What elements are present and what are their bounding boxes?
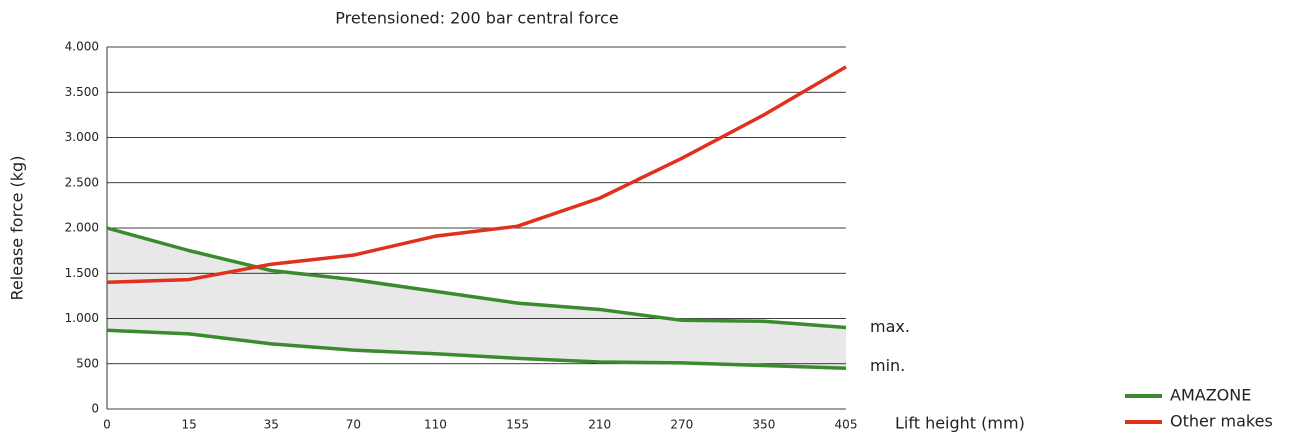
line <box>106 328 847 371</box>
y-tick-label: 0 <box>91 402 99 416</box>
x-tick-label: 405 <box>835 418 858 432</box>
y-tick-label: 1.000 <box>65 311 99 325</box>
y-tick-label: 2.500 <box>65 175 99 189</box>
x-tick-label: 210 <box>588 418 611 432</box>
x-tick-label: 155 <box>506 418 529 432</box>
x-tick-label: 0 <box>103 418 111 432</box>
legend-label: AMAZONE <box>1170 386 1251 405</box>
x-tick-label: 270 <box>670 418 693 432</box>
y-tick-label: 500 <box>76 356 99 370</box>
x-tick-label: 70 <box>346 418 361 432</box>
line <box>106 226 847 330</box>
min-label: min. <box>870 356 905 375</box>
y-tick-label: 4.000 <box>65 40 99 54</box>
line <box>106 65 847 285</box>
max-label: max. <box>870 317 910 336</box>
chart-title: Pretensioned: 200 bar central force <box>335 9 618 28</box>
y-tick-label: 3.000 <box>65 130 99 144</box>
x-tick-label: 110 <box>424 418 447 432</box>
x-tick-label: 35 <box>264 418 279 432</box>
y-tick-label: 1.500 <box>65 266 99 280</box>
x-tick-label: 15 <box>181 418 196 432</box>
x-tick-label: 350 <box>752 418 775 432</box>
legend-label: Other makes <box>1170 412 1273 431</box>
y-tick-label: 2.000 <box>65 221 99 235</box>
y-axis-label: Release force (kg) <box>8 156 27 301</box>
x-axis-label: Lift height (mm) <box>895 414 1025 433</box>
y-tick-label: 3.500 <box>65 85 99 99</box>
